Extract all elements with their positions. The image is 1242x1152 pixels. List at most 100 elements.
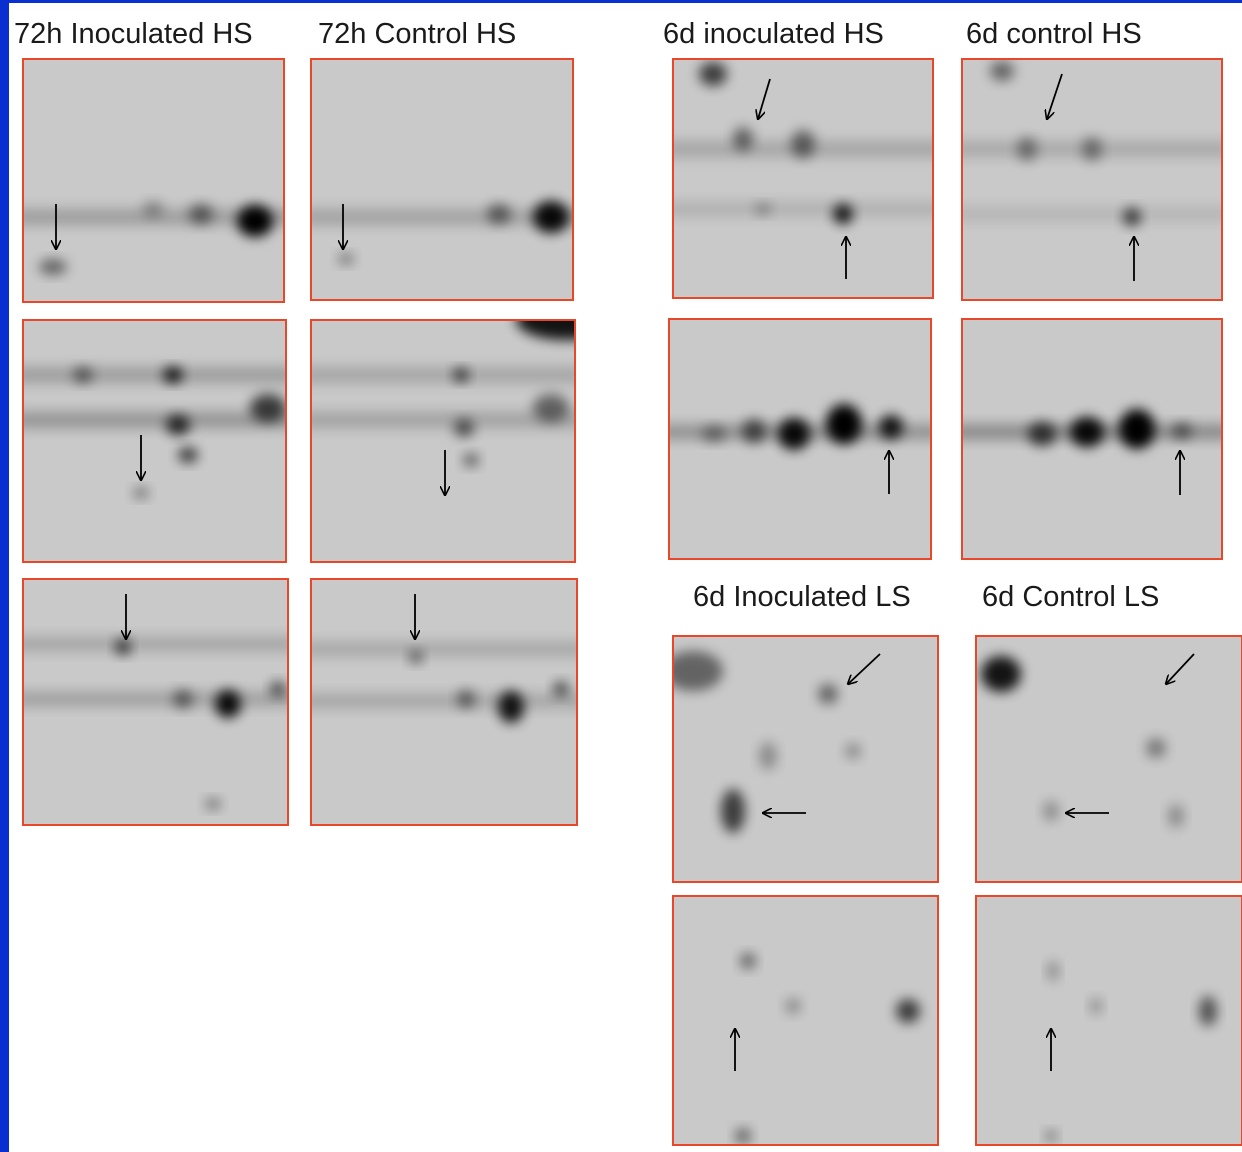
protein-spot xyxy=(791,130,815,158)
smear-band xyxy=(23,693,288,705)
protein-spot xyxy=(1045,1130,1057,1142)
gel-panel xyxy=(975,895,1242,1146)
arrow xyxy=(758,78,771,119)
smear-band xyxy=(23,638,288,650)
panel-label: 72h Inoculated HS xyxy=(14,18,253,50)
panel-border xyxy=(310,58,574,301)
protein-spot xyxy=(1146,738,1166,758)
protein-spot xyxy=(699,62,727,86)
protein-spot xyxy=(1168,804,1184,828)
gel-panel xyxy=(310,578,578,826)
top-border xyxy=(0,0,1242,3)
smear-band xyxy=(311,413,575,427)
panel-border xyxy=(22,578,289,826)
smear-band xyxy=(311,643,577,655)
gel-background xyxy=(23,59,284,302)
protein-spot xyxy=(778,418,810,450)
panel-border xyxy=(672,635,939,883)
protein-spot xyxy=(740,953,756,969)
gel-background xyxy=(311,59,573,300)
gel-panel xyxy=(310,58,574,301)
arrow xyxy=(1047,73,1063,119)
smear-band xyxy=(23,413,286,427)
protein-spot xyxy=(516,320,575,340)
protein-spot xyxy=(463,453,479,467)
protein-spot xyxy=(189,204,213,224)
protein-spot xyxy=(785,998,801,1014)
protein-spot xyxy=(533,394,569,422)
protein-spot xyxy=(833,204,853,224)
protein-spot xyxy=(896,999,920,1023)
protein-spot xyxy=(454,419,474,437)
protein-spot xyxy=(733,127,753,151)
panel-border xyxy=(961,58,1223,301)
protein-spot xyxy=(237,205,273,237)
gel-image xyxy=(962,319,1222,559)
protein-spot xyxy=(1199,996,1217,1026)
protein-spot xyxy=(742,419,766,443)
gel-panel xyxy=(672,635,939,883)
protein-spot xyxy=(250,394,286,422)
protein-spot xyxy=(166,415,190,435)
left-border xyxy=(0,0,9,1152)
protein-spot xyxy=(845,743,861,759)
gel-image xyxy=(962,59,1222,300)
protein-spot xyxy=(1090,998,1102,1014)
protein-spot xyxy=(73,367,93,383)
protein-spot xyxy=(1047,961,1059,981)
protein-spot xyxy=(702,426,726,442)
protein-spot xyxy=(1119,409,1155,449)
panel-border xyxy=(975,635,1242,883)
protein-spot xyxy=(721,789,745,833)
protein-spot xyxy=(553,681,569,697)
gel-image xyxy=(311,320,575,562)
gel-panel xyxy=(672,895,939,1146)
protein-spot xyxy=(270,681,286,697)
panel-label: 6d Inoculated LS xyxy=(693,581,911,613)
protein-spot xyxy=(338,253,354,265)
protein-spot xyxy=(498,691,524,723)
smear-band xyxy=(311,368,575,382)
protein-spot xyxy=(143,201,163,217)
protein-spot xyxy=(1070,417,1104,447)
protein-spot xyxy=(115,639,131,655)
protein-spot xyxy=(205,798,221,810)
panel-border xyxy=(672,895,939,1146)
smear-band xyxy=(962,208,1222,220)
panel-border xyxy=(310,578,578,826)
gel-panel xyxy=(672,58,934,299)
gel-image xyxy=(976,896,1242,1145)
smear-band xyxy=(23,210,284,224)
panel-border xyxy=(961,318,1223,560)
protein-spot xyxy=(1082,137,1102,161)
protein-spot xyxy=(755,203,771,215)
protein-spot xyxy=(163,367,183,383)
gel-background xyxy=(976,896,1242,1145)
gel-panel xyxy=(961,58,1223,301)
protein-spot xyxy=(735,1128,751,1144)
protein-spot xyxy=(453,368,469,382)
protein-spot xyxy=(487,204,511,224)
panel-label: 6d Control LS xyxy=(982,581,1159,613)
panel-border xyxy=(668,318,932,560)
gel-background xyxy=(673,896,938,1145)
smear-band xyxy=(311,695,577,707)
gel-image xyxy=(976,636,1242,882)
protein-spot xyxy=(39,259,67,275)
gel-panel xyxy=(310,319,576,563)
smear-band xyxy=(673,203,933,215)
protein-spot xyxy=(215,690,241,718)
protein-spot xyxy=(826,404,862,444)
gel-panel xyxy=(961,318,1223,560)
gel-image xyxy=(23,579,288,825)
protein-spot xyxy=(759,742,777,770)
protein-spot xyxy=(133,487,149,499)
panel-label: 72h Control HS xyxy=(318,18,516,50)
gel-background xyxy=(962,59,1222,300)
smear-band xyxy=(23,368,286,382)
gel-image xyxy=(669,319,931,559)
panel-label: 6d control HS xyxy=(966,18,1142,50)
protein-spot xyxy=(1028,422,1056,446)
gel-panels xyxy=(22,58,1242,1146)
